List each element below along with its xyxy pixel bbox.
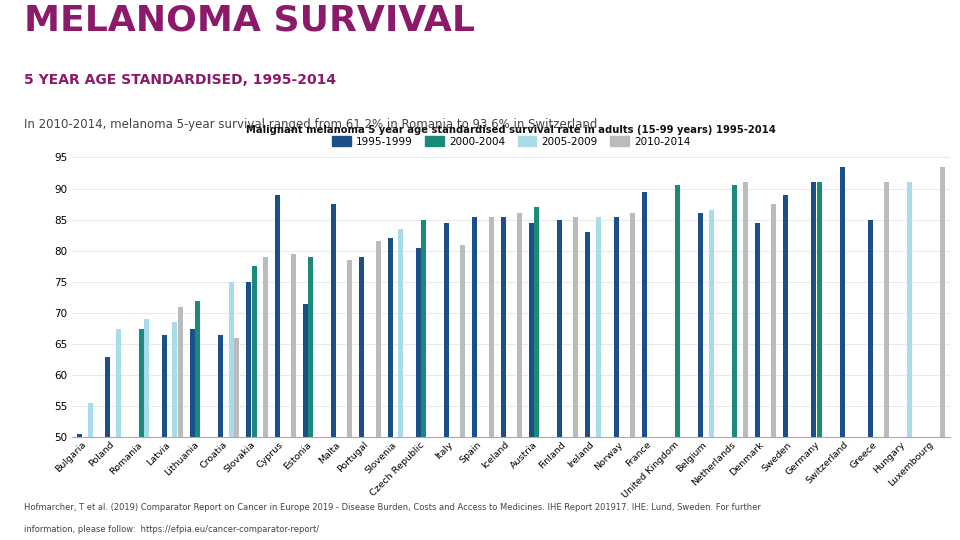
Bar <box>444 222 449 437</box>
Bar <box>941 167 946 437</box>
Bar <box>501 217 506 437</box>
Bar <box>817 183 822 437</box>
Bar <box>190 328 195 437</box>
Bar <box>173 322 178 437</box>
Bar <box>907 183 912 437</box>
Bar <box>783 195 788 437</box>
Bar <box>303 303 308 437</box>
Bar <box>709 210 714 437</box>
Bar <box>472 217 477 437</box>
Text: MELANOMA SURVIVAL: MELANOMA SURVIVAL <box>24 3 475 37</box>
Bar <box>676 185 681 437</box>
Bar <box>573 217 578 437</box>
Bar <box>743 183 748 437</box>
Bar <box>178 307 182 437</box>
Bar <box>262 257 268 437</box>
Bar <box>557 220 563 437</box>
Bar <box>308 257 313 437</box>
Bar <box>116 328 121 437</box>
Text: information, please follow:  https://efpia.eu/cancer-comparator-report/: information, please follow: https://efpi… <box>24 525 319 534</box>
Bar <box>698 213 704 437</box>
Bar <box>375 241 380 437</box>
Bar <box>732 185 737 437</box>
Bar <box>811 183 816 437</box>
Bar <box>275 195 279 437</box>
Bar <box>77 434 82 437</box>
Text: 5 YEAR AGE STANDARDISED, 1995-2014: 5 YEAR AGE STANDARDISED, 1995-2014 <box>24 72 336 86</box>
Bar <box>144 319 149 437</box>
Text: Hofmarcher, T et al. (2019) Comparator Report on Cancer in Europe 2019 - Disease: Hofmarcher, T et al. (2019) Comparator R… <box>24 503 761 512</box>
Bar <box>535 207 540 437</box>
Bar <box>613 217 618 437</box>
Bar <box>755 222 760 437</box>
Bar <box>642 192 647 437</box>
Bar <box>139 328 144 437</box>
Bar <box>228 282 234 437</box>
Bar <box>218 335 224 437</box>
Bar <box>247 282 252 437</box>
Bar <box>161 335 167 437</box>
Bar <box>884 183 889 437</box>
Bar <box>348 260 352 437</box>
Bar <box>596 217 601 437</box>
Bar <box>529 222 534 437</box>
Bar <box>630 213 635 437</box>
Bar <box>87 403 93 437</box>
Bar <box>331 204 336 437</box>
Bar <box>421 220 426 437</box>
Bar <box>359 257 365 437</box>
Bar <box>388 238 393 437</box>
Bar <box>291 254 296 437</box>
Legend: 1995-1999, 2000-2004, 2005-2009, 2010-2014: 1995-1999, 2000-2004, 2005-2009, 2010-20… <box>327 132 695 151</box>
Bar <box>252 266 257 437</box>
Text: In 2010-2014, melanoma 5-year survival ranged from 61.2% in Romania to 93.6% in : In 2010-2014, melanoma 5-year survival r… <box>24 118 601 131</box>
Bar <box>489 217 493 437</box>
Bar <box>416 248 420 437</box>
Bar <box>516 213 521 437</box>
Bar <box>460 245 466 437</box>
Bar <box>234 338 239 437</box>
Bar <box>868 220 873 437</box>
Bar <box>771 204 776 437</box>
Text: Malignant melanoma 5 year age standardised survival rate in adults (15-99 years): Malignant melanoma 5 year age standardis… <box>247 125 776 135</box>
Bar <box>106 356 110 437</box>
Bar <box>398 229 403 437</box>
Bar <box>586 232 590 437</box>
Bar <box>840 167 845 437</box>
Bar <box>195 301 201 437</box>
